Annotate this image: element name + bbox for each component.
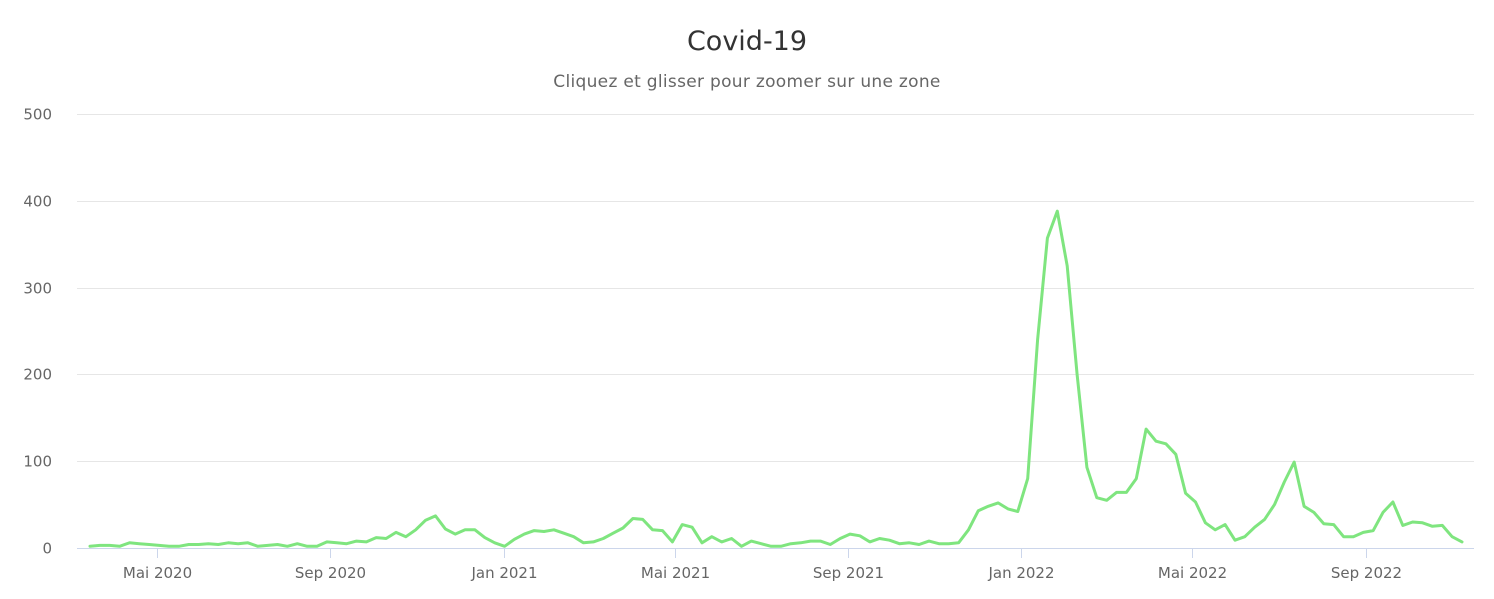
x-tick-label: Sep 2022 — [1331, 564, 1402, 582]
y-tick-label: 500 — [23, 106, 52, 124]
x-tick-label: Mai 2020 — [123, 564, 192, 582]
y-tick-label: 0 — [42, 540, 52, 558]
y-gridlines — [77, 114, 1474, 462]
y-tick-label: 200 — [23, 366, 52, 384]
x-tick-label: Mai 2022 — [1158, 564, 1227, 582]
x-tick-label: Sep 2020 — [295, 564, 366, 582]
y-tick-label: 400 — [23, 193, 52, 211]
series-line-covid-19[interactable] — [88, 209, 1464, 548]
y-tick-label: 100 — [23, 453, 52, 471]
x-tick-label: Jan 2022 — [987, 564, 1054, 582]
x-tick-label: Jan 2021 — [470, 564, 537, 582]
y-axis-labels: 0 100 200 300 400 500 — [23, 106, 52, 558]
y-tick-label: 300 — [23, 280, 52, 298]
chart-subtitle: Cliquez et glisser pour zoomer sur une z… — [553, 72, 941, 92]
x-tick-label: Mai 2021 — [641, 564, 710, 582]
x-axis-ticks: Mai 2020 Sep 2020 Jan 2021 Mai 2021 Sep 2021… — [123, 548, 1402, 582]
x-tick-label: Sep 2021 — [813, 564, 884, 582]
chart-title: Covid-19 — [686, 26, 808, 57]
